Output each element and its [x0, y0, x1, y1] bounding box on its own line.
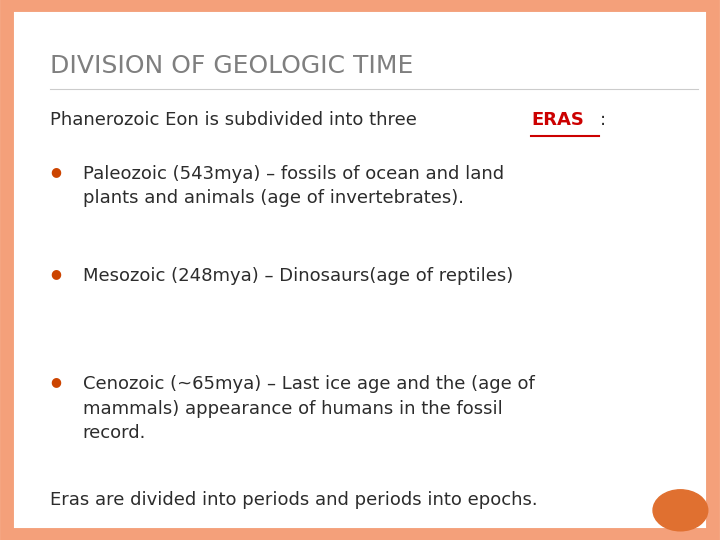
Text: Phanerozoic Eon is subdivided into three: Phanerozoic Eon is subdivided into three — [50, 111, 423, 129]
Text: ●: ● — [50, 267, 61, 280]
Text: :: : — [600, 111, 606, 129]
Text: ●: ● — [50, 375, 61, 388]
Text: ERAS: ERAS — [531, 111, 584, 129]
Text: Mesozoic (248mya) – Dinosaurs(age of reptiles): Mesozoic (248mya) – Dinosaurs(age of rep… — [83, 267, 513, 285]
Text: Eras are divided into periods and periods into epochs.: Eras are divided into periods and period… — [50, 491, 538, 509]
Text: ●: ● — [50, 165, 61, 178]
Text: Paleozoic (543mya) – fossils of ocean and land
plants and animals (age of invert: Paleozoic (543mya) – fossils of ocean an… — [83, 165, 504, 207]
Text: Cenozoic (~65mya) – Last ice age and the (age of
mammals) appearance of humans i: Cenozoic (~65mya) – Last ice age and the… — [83, 375, 534, 442]
Text: DIVISION OF GEOLOGIC TIME: DIVISION OF GEOLOGIC TIME — [50, 54, 414, 78]
